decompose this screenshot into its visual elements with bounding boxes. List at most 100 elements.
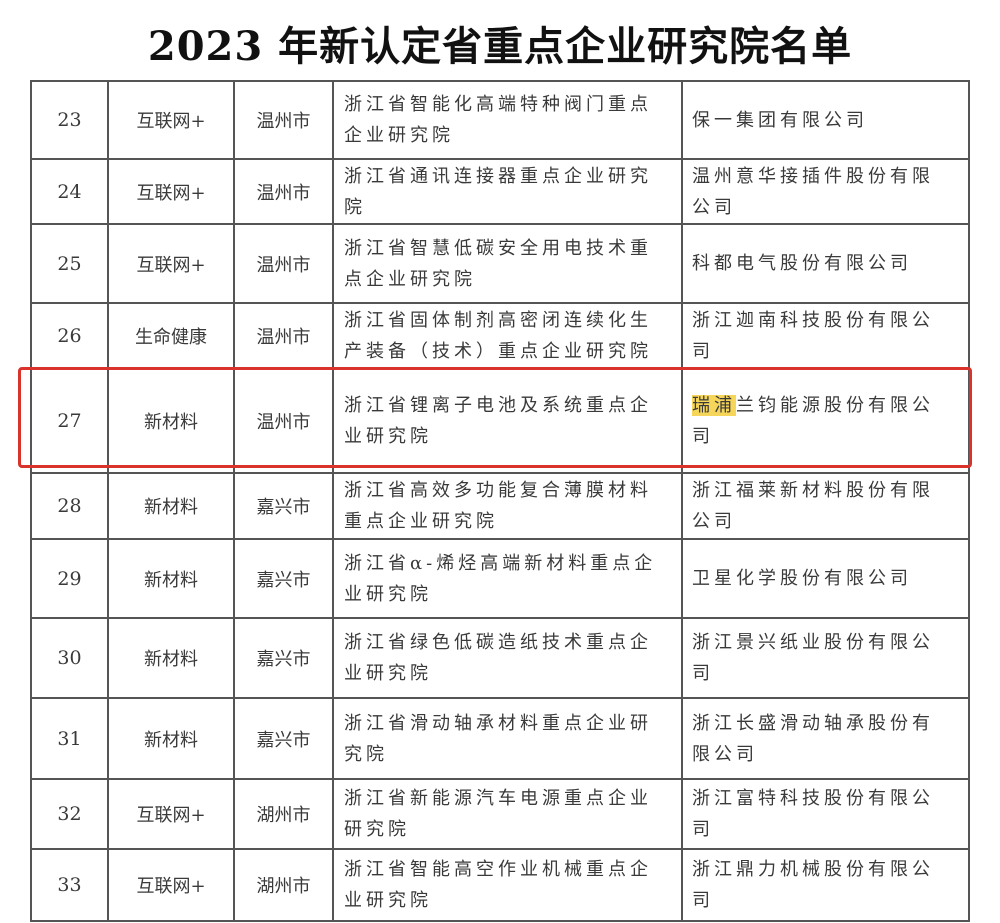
company-cell: 浙江富特科技股份有限公司: [681, 778, 970, 850]
company-cell: 保一集团有限公司: [681, 80, 970, 160]
table-row: 32 互联网+ 湖州市 浙江省新能源汽车电源重点企业研究院 浙江富特科技股份有限…: [30, 778, 970, 850]
company-name: 保一集团有限公司: [692, 105, 938, 136]
company-text: 浙江长盛滑动轴承股份有限公司: [692, 712, 934, 765]
city-cell: 嘉兴市: [233, 697, 334, 780]
company-name: 浙江福莱新材料股份有限公司: [692, 475, 938, 537]
industry-cell: 新材料: [107, 697, 235, 780]
company-text: 科都电气股份有限公司: [692, 253, 912, 274]
company-cell: 科都电气股份有限公司: [681, 223, 970, 304]
company-text: 浙江富特科技股份有限公司: [692, 788, 934, 840]
industry-cell: 互联网+: [107, 158, 235, 225]
table-row: 29 新材料 嘉兴市 浙江省α-烯烃高端新材料重点企业研究院 卫星化学股份有限公…: [30, 538, 970, 619]
table-row: 31 新材料 嘉兴市 浙江省滑动轴承材料重点企业研究院 浙江长盛滑动轴承股份有限…: [30, 697, 970, 780]
institute-name: 浙江省通讯连接器重点企业研究院: [344, 165, 652, 218]
page-title: 2023 年新认定省重点企业研究院名单: [147, 23, 853, 70]
company-name: 浙江景兴纸业股份有限公司: [692, 627, 938, 689]
city-cell: 温州市: [233, 368, 334, 474]
company-text: 浙江福莱新材料股份有限公司: [692, 480, 934, 532]
city-cell: 温州市: [233, 158, 334, 225]
company-name: 浙江富特科技股份有限公司: [692, 783, 938, 845]
highlight-box: [18, 367, 972, 468]
institute-cell: 浙江省智慧低碳安全用电技术重点企业研究院: [332, 223, 683, 304]
company-cell: 瑞浦兰钧能源股份有限公司: [681, 368, 970, 474]
city-cell: 嘉兴市: [233, 617, 334, 699]
row-number: 31: [30, 697, 109, 780]
city-cell: 温州市: [233, 80, 334, 160]
company-text: 保一集团有限公司: [692, 109, 868, 131]
row-number: 27: [30, 368, 109, 474]
institute-cell: 浙江省滑动轴承材料重点企业研究院: [332, 697, 683, 780]
table-row: 23 互联网+ 温州市 浙江省智能化高端特种阀门重点企业研究院 保一集团有限公司: [30, 80, 970, 160]
industry-cell: 新材料: [107, 368, 235, 474]
institute-cell: 浙江省绿色低碳造纸技术重点企业研究院: [332, 617, 683, 699]
industry-cell: 互联网+: [107, 223, 235, 304]
company-text: 卫星化学股份有限公司: [692, 568, 912, 589]
company-cell: 卫星化学股份有限公司: [681, 538, 970, 619]
institute-name: 浙江省绿色低碳造纸技术重点企业研究院: [344, 632, 652, 684]
company-cell: 浙江长盛滑动轴承股份有限公司: [681, 697, 970, 780]
institute-cell: 浙江省智能高空作业机械重点企业研究院: [332, 848, 683, 922]
institute-cell: 浙江省新能源汽车电源重点企业研究院: [332, 778, 683, 850]
industry-cell: 新材料: [107, 538, 235, 619]
company-text: 浙江景兴纸业股份有限公司: [692, 632, 934, 684]
row-number: 32: [30, 778, 109, 850]
institute-name: 浙江省锂离子电池及系统重点企业研究院: [344, 395, 652, 447]
company-name: 温州意华接插件股份有限公司: [692, 161, 938, 223]
row-number: 29: [30, 538, 109, 619]
industry-cell: 生命健康: [107, 302, 235, 370]
company-cell: 浙江景兴纸业股份有限公司: [681, 617, 970, 699]
row-number: 23: [30, 80, 109, 160]
institute-cell: 浙江省通讯连接器重点企业研究院: [332, 158, 683, 225]
industry-cell: 互联网+: [107, 778, 235, 850]
city-cell: 嘉兴市: [233, 472, 334, 540]
city-cell: 温州市: [233, 302, 334, 370]
row-number: 28: [30, 472, 109, 540]
table-row: 28 新材料 嘉兴市 浙江省高效多功能复合薄膜材料重点企业研究院 浙江福莱新材料…: [30, 472, 970, 540]
institute-name: 浙江省新能源汽车电源重点企业研究院: [344, 788, 652, 840]
company-name: 浙江鼎力机械股份有限公司: [692, 854, 938, 916]
table-row: 33 互联网+ 湖州市 浙江省智能高空作业机械重点企业研究院 浙江鼎力机械股份有…: [30, 848, 970, 922]
table-row: 25 互联网+ 温州市 浙江省智慧低碳安全用电技术重点企业研究院 科都电气股份有…: [30, 223, 970, 304]
institute-name: 浙江省α-烯烃高端新材料重点企业研究院: [344, 552, 657, 605]
company-cell: 浙江鼎力机械股份有限公司: [681, 848, 970, 922]
row-number: 24: [30, 158, 109, 225]
city-cell: 湖州市: [233, 848, 334, 922]
company-name: 卫星化学股份有限公司: [692, 563, 938, 594]
city-cell: 嘉兴市: [233, 538, 334, 619]
row-number: 26: [30, 302, 109, 370]
company-highlight: 瑞浦: [692, 395, 736, 416]
industry-cell: 互联网+: [107, 80, 235, 160]
table-row: 27 新材料 温州市 浙江省锂离子电池及系统重点企业研究院 瑞浦兰钧能源股份有限…: [30, 368, 970, 474]
industry-cell: 互联网+: [107, 848, 235, 922]
company-cell: 浙江福莱新材料股份有限公司: [681, 472, 970, 540]
institute-name: 浙江省智能化高端特种阀门重点企业研究院: [344, 94, 652, 146]
institute-name: 浙江省智慧低碳安全用电技术重点企业研究院: [344, 237, 652, 290]
company-text: 温州意华接插件股份有限公司: [692, 165, 934, 218]
institute-cell: 浙江省锂离子电池及系统重点企业研究院: [332, 368, 683, 474]
company-text: 浙江鼎力机械股份有限公司: [692, 859, 934, 911]
city-cell: 湖州市: [233, 778, 334, 850]
row-number: 30: [30, 617, 109, 699]
table-row: 30 新材料 嘉兴市 浙江省绿色低碳造纸技术重点企业研究院 浙江景兴纸业股份有限…: [30, 617, 970, 699]
institute-cell: 浙江省智能化高端特种阀门重点企业研究院: [332, 80, 683, 160]
company-name: 浙江迦南科技股份有限公司: [692, 305, 938, 367]
company-text: 浙江迦南科技股份有限公司: [692, 310, 934, 362]
city-cell: 温州市: [233, 223, 334, 304]
company-name: 瑞浦兰钧能源股份有限公司: [692, 390, 938, 452]
table-row: 24 互联网+ 温州市 浙江省通讯连接器重点企业研究院 温州意华接插件股份有限公…: [30, 158, 970, 225]
industry-cell: 新材料: [107, 472, 235, 540]
institute-cell: 浙江省固体制剂高密闭连续化生产装备（技术）重点企业研究院: [332, 302, 683, 370]
institute-name: 浙江省高效多功能复合薄膜材料重点企业研究院: [344, 480, 652, 532]
company-name: 科都电气股份有限公司: [692, 248, 938, 279]
institute-name: 浙江省智能高空作业机械重点企业研究院: [344, 859, 652, 911]
institute-name: 浙江省固体制剂高密闭连续化生产装备（技术）重点企业研究院: [344, 310, 652, 362]
company-cell: 浙江迦南科技股份有限公司: [681, 302, 970, 370]
company-cell: 温州意华接插件股份有限公司: [681, 158, 970, 225]
institute-name: 浙江省滑动轴承材料重点企业研究院: [344, 712, 652, 765]
institute-cell: 浙江省高效多功能复合薄膜材料重点企业研究院: [332, 472, 683, 540]
institute-cell: 浙江省α-烯烃高端新材料重点企业研究院: [332, 538, 683, 619]
company-text: 兰钧能源股份有限公司: [692, 395, 934, 447]
company-name: 浙江长盛滑动轴承股份有限公司: [692, 708, 938, 770]
row-number: 25: [30, 223, 109, 304]
row-number: 33: [30, 848, 109, 922]
